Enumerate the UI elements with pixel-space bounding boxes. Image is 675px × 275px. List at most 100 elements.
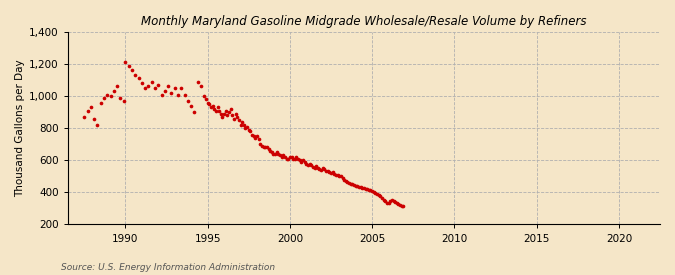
Point bbox=[202, 100, 213, 105]
Point bbox=[363, 188, 374, 192]
Point bbox=[250, 136, 261, 140]
Point bbox=[324, 170, 335, 175]
Point bbox=[238, 123, 249, 127]
Point bbox=[95, 100, 106, 105]
Point bbox=[200, 97, 211, 101]
Point bbox=[189, 110, 200, 114]
Point bbox=[127, 68, 138, 73]
Point bbox=[388, 199, 399, 204]
Point bbox=[133, 76, 144, 81]
Point bbox=[370, 191, 381, 195]
Point bbox=[244, 128, 254, 132]
Point bbox=[182, 99, 193, 103]
Point bbox=[260, 145, 271, 150]
Point bbox=[245, 129, 256, 134]
Point bbox=[268, 152, 279, 156]
Point bbox=[323, 169, 333, 173]
Point bbox=[136, 81, 147, 86]
Point bbox=[214, 108, 225, 113]
Point bbox=[118, 99, 129, 103]
Point bbox=[349, 183, 360, 187]
Point bbox=[357, 186, 368, 190]
Point bbox=[332, 172, 343, 177]
Point bbox=[196, 84, 207, 89]
Point bbox=[284, 155, 295, 159]
Point bbox=[377, 196, 387, 200]
Point bbox=[291, 155, 302, 159]
Point bbox=[396, 203, 407, 208]
Point bbox=[232, 115, 242, 119]
Point bbox=[237, 120, 248, 124]
Point bbox=[276, 155, 287, 159]
Point bbox=[293, 156, 304, 161]
Point bbox=[334, 174, 345, 178]
Point bbox=[105, 94, 116, 98]
Point bbox=[99, 95, 109, 100]
Point bbox=[316, 168, 327, 172]
Point bbox=[319, 167, 330, 171]
Point bbox=[220, 108, 231, 113]
Point bbox=[215, 112, 226, 116]
Y-axis label: Thousand Gallons per Day: Thousand Gallons per Day bbox=[15, 59, 25, 197]
Point bbox=[304, 161, 315, 166]
Point bbox=[275, 153, 286, 158]
Point bbox=[207, 104, 218, 108]
Point bbox=[82, 108, 93, 113]
Point bbox=[112, 84, 123, 89]
Point bbox=[290, 156, 300, 161]
Point bbox=[355, 185, 366, 189]
Point bbox=[301, 161, 312, 166]
Point bbox=[235, 123, 246, 127]
Point bbox=[381, 201, 392, 205]
Point bbox=[159, 89, 170, 94]
Point bbox=[314, 167, 325, 171]
Point bbox=[234, 118, 244, 122]
Point bbox=[212, 105, 223, 109]
Point bbox=[253, 137, 264, 142]
Point bbox=[331, 172, 342, 177]
Point bbox=[302, 163, 313, 167]
Point bbox=[385, 199, 396, 204]
Point bbox=[179, 92, 190, 97]
Point bbox=[387, 197, 398, 202]
Point bbox=[393, 202, 404, 206]
Point bbox=[298, 158, 308, 163]
Point bbox=[143, 84, 154, 89]
Point bbox=[288, 156, 298, 161]
Point bbox=[271, 150, 282, 155]
Point bbox=[306, 163, 317, 167]
Point bbox=[256, 144, 267, 148]
Point bbox=[270, 152, 281, 156]
Point bbox=[258, 145, 269, 150]
Point bbox=[199, 94, 210, 98]
Point bbox=[309, 165, 320, 170]
Point bbox=[308, 164, 319, 169]
Point bbox=[337, 176, 348, 180]
Point bbox=[294, 158, 305, 163]
Point bbox=[339, 177, 350, 182]
Point bbox=[230, 112, 241, 116]
Point bbox=[310, 164, 321, 168]
Point bbox=[169, 86, 180, 90]
Point bbox=[346, 181, 356, 186]
Point bbox=[211, 108, 221, 113]
Point bbox=[350, 184, 361, 188]
Point bbox=[265, 148, 275, 153]
Point bbox=[130, 73, 140, 78]
Point bbox=[246, 133, 257, 137]
Point bbox=[392, 201, 402, 205]
Point bbox=[299, 160, 310, 164]
Point bbox=[373, 193, 384, 197]
Point bbox=[140, 86, 151, 90]
Point bbox=[223, 110, 234, 114]
Point bbox=[79, 115, 90, 119]
Point bbox=[92, 123, 103, 127]
Point bbox=[327, 170, 338, 175]
Point bbox=[209, 107, 219, 111]
Point bbox=[240, 126, 251, 130]
Point bbox=[279, 155, 290, 159]
Point bbox=[378, 197, 389, 202]
Point bbox=[372, 192, 383, 196]
Point bbox=[380, 199, 391, 204]
Point bbox=[176, 86, 187, 90]
